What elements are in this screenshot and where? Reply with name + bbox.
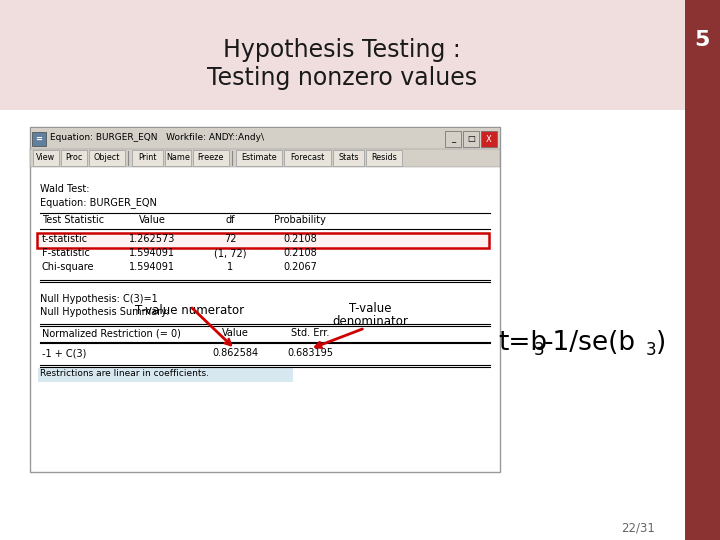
Text: -1/se(b: -1/se(b — [544, 330, 636, 356]
Bar — [165, 150, 191, 166]
Text: T-value numerator: T-value numerator — [135, 304, 245, 317]
Text: View: View — [36, 153, 55, 163]
Text: Chi-square: Chi-square — [42, 262, 94, 272]
Text: Testing nonzero values: Testing nonzero values — [207, 66, 477, 90]
Text: 0.2067: 0.2067 — [283, 262, 317, 272]
Text: Equation: BURGER_EQN   Workfile: ANDY::Andy\: Equation: BURGER_EQN Workfile: ANDY::And… — [50, 133, 264, 143]
Bar — [30, 127, 500, 472]
Bar — [89, 150, 125, 166]
Text: Hypothesis Testing :: Hypothesis Testing : — [223, 38, 461, 62]
Bar — [481, 131, 497, 147]
Bar — [0, 110, 685, 540]
Text: T-value: T-value — [348, 302, 391, 315]
Text: =: = — [35, 134, 42, 144]
Text: Stats: Stats — [338, 153, 359, 163]
Text: 0.683195: 0.683195 — [287, 348, 333, 358]
Bar — [33, 150, 59, 166]
Bar — [32, 132, 46, 146]
Text: Proc: Proc — [65, 153, 82, 163]
Text: (1, 72): (1, 72) — [214, 248, 246, 258]
Bar — [236, 150, 282, 166]
Text: Forecast: Forecast — [291, 153, 325, 163]
Text: t-statistic: t-statistic — [42, 234, 88, 244]
Text: t=b: t=b — [498, 330, 547, 356]
Text: Restrictions are linear in coefficients.: Restrictions are linear in coefficients. — [40, 369, 209, 378]
Text: 0.2108: 0.2108 — [283, 234, 317, 244]
Text: Wald Test:: Wald Test: — [40, 184, 89, 194]
Text: 0.862584: 0.862584 — [212, 348, 258, 358]
Text: 72: 72 — [224, 234, 236, 244]
Bar — [30, 149, 500, 167]
Text: denominator: denominator — [332, 315, 408, 328]
Bar — [193, 150, 229, 166]
Text: -1 + C(3): -1 + C(3) — [42, 348, 86, 358]
Text: 1.594091: 1.594091 — [129, 262, 175, 272]
Text: Equation: BURGER_EQN: Equation: BURGER_EQN — [40, 197, 157, 208]
Text: Normalized Restriction (= 0): Normalized Restriction (= 0) — [42, 328, 181, 338]
Text: 3: 3 — [646, 341, 657, 359]
Text: Freeze: Freeze — [197, 153, 224, 163]
Text: Std. Err.: Std. Err. — [291, 328, 329, 338]
Text: 1.262573: 1.262573 — [129, 234, 175, 244]
Text: 22/31: 22/31 — [621, 522, 655, 535]
Bar — [284, 150, 331, 166]
Text: Object: Object — [94, 153, 120, 163]
Bar — [38, 368, 293, 382]
Text: X: X — [486, 134, 492, 144]
Bar — [37, 233, 489, 248]
Text: Null Hypothesis: C(3)=1: Null Hypothesis: C(3)=1 — [40, 294, 158, 304]
Text: Value: Value — [138, 215, 166, 225]
Text: _: _ — [451, 134, 455, 144]
Text: ): ) — [656, 330, 666, 356]
Text: Resids: Resids — [372, 153, 397, 163]
Bar — [366, 150, 402, 166]
Text: Name: Name — [166, 153, 189, 163]
Text: Probability: Probability — [274, 215, 326, 225]
Text: df: df — [225, 215, 235, 225]
Bar — [333, 150, 364, 166]
Text: Test Statistic: Test Statistic — [42, 215, 104, 225]
Text: Value: Value — [222, 328, 248, 338]
Text: 0.2108: 0.2108 — [283, 248, 317, 258]
Bar — [132, 150, 163, 166]
Bar — [30, 127, 500, 149]
Text: 3: 3 — [534, 341, 544, 359]
Text: 1.594091: 1.594091 — [129, 248, 175, 258]
Text: 5: 5 — [694, 30, 710, 50]
Bar — [685, 0, 720, 540]
Text: Estimate: Estimate — [241, 153, 277, 163]
Text: Print: Print — [138, 153, 156, 163]
Text: □: □ — [467, 134, 475, 144]
Bar — [60, 150, 86, 166]
Bar — [463, 131, 479, 147]
Text: 1: 1 — [227, 262, 233, 272]
Bar — [445, 131, 461, 147]
Text: Null Hypothesis Summary:: Null Hypothesis Summary: — [40, 307, 169, 317]
Bar — [0, 0, 685, 110]
Text: F-statistic: F-statistic — [42, 248, 90, 258]
